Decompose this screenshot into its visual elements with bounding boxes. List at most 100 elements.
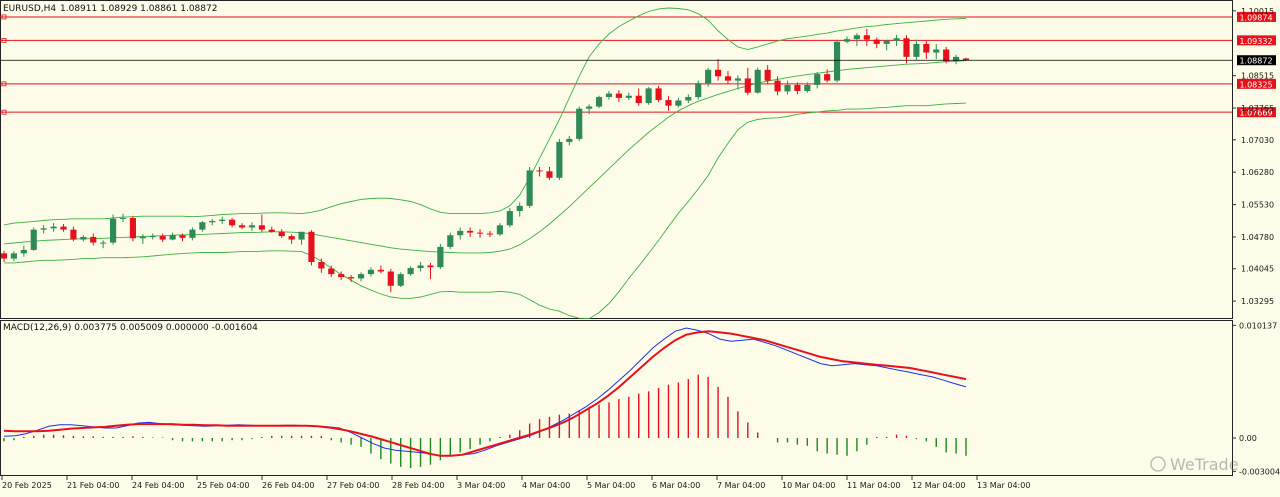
price-tick-label-6: 1.07765	[1241, 104, 1274, 113]
candle-body-64	[635, 95, 642, 104]
candle-body-86	[853, 35, 860, 40]
candle-body-58	[576, 108, 583, 139]
candle-body-72	[714, 69, 722, 77]
current-price-line: 1.08872	[0, 55, 1276, 66]
candle-body-35	[348, 277, 355, 279]
macd-title: MACD(12,26,9) 0.003775 0.005009 0.000000…	[3, 323, 258, 333]
candle-body-75	[744, 78, 751, 93]
candle-body-82	[814, 74, 821, 85]
price-tick-label-4: 1.08515	[1241, 72, 1274, 81]
level-handle-3[interactable]	[1, 109, 7, 115]
candle-body-50	[496, 225, 503, 235]
candle-body-14	[139, 236, 146, 239]
candle-body-26	[258, 225, 265, 230]
time-tick-label-1: 21 Feb 04:00	[67, 481, 119, 490]
time-tick-label-10: 6 Mar 04:00	[652, 481, 700, 490]
candle-body-41	[407, 268, 414, 275]
candle-body-97	[962, 58, 970, 61]
candle-body-17	[169, 235, 176, 240]
level-price-tag-1	[1237, 35, 1276, 46]
time-tick-label-3: 25 Feb 04:00	[197, 481, 249, 490]
candle-body-33	[328, 268, 335, 275]
time-tick-label-0: 20 Feb 2025	[2, 481, 52, 490]
level-price-tag-0	[1237, 11, 1276, 22]
candle-body-62	[615, 93, 622, 98]
candle-body-38	[377, 269, 384, 272]
main-pane-frame	[0, 0, 1233, 319]
candle-body-87	[863, 35, 870, 40]
candle-body-56	[556, 141, 563, 178]
candle-body-15	[149, 236, 156, 238]
candle-body-28	[278, 231, 285, 237]
candle-body-5	[50, 226, 57, 229]
main-chart-ohlc-values: 1.08911 1.08929 1.08861 1.08872	[60, 4, 217, 14]
candle-body-4	[40, 228, 47, 230]
candle-body-42	[417, 265, 424, 269]
macd-tick-label-1: 0.00	[1239, 434, 1257, 443]
candle-body-32	[318, 262, 325, 269]
candle-body-69	[685, 97, 692, 101]
candle-body-40	[397, 274, 404, 286]
candle-body-23	[229, 219, 236, 226]
candle-body-25	[248, 225, 256, 228]
candle-body-76	[754, 69, 761, 93]
candle-body-59	[586, 106, 593, 109]
macd-axis: 0.010137 0.00 -0.003004	[1232, 321, 1280, 476]
candle-body-6	[60, 226, 67, 230]
candle-body-43	[427, 265, 434, 268]
candle-body-9	[90, 236, 97, 243]
candle-body-68	[675, 100, 682, 106]
candle-body-11	[110, 218, 117, 243]
candle-body-57	[566, 138, 573, 142]
candle-body-80	[794, 84, 801, 91]
macd-histogram	[3, 374, 967, 468]
candle-body-90	[893, 38, 900, 41]
level-handle-1[interactable]	[1, 37, 7, 43]
time-axis: 20 Feb 2025 21 Feb 04:00 24 Feb 04:00 25 Fe…	[1, 476, 1030, 490]
time-tick-label-14: 12 Mar 04:00	[912, 481, 965, 490]
candle-body-95	[943, 49, 950, 62]
price-tick-label-12: 1.04045	[1241, 265, 1274, 274]
current-price-tag	[1237, 55, 1276, 66]
bollinger-bands	[3, 7, 967, 320]
macd-tick-label-0: 0.010137	[1239, 321, 1277, 330]
candle-body-1	[10, 253, 17, 259]
candle-body-65	[645, 88, 652, 104]
candle-body-19	[189, 229, 196, 238]
level-price-label-3: 1.07669	[1239, 109, 1272, 118]
candle-body-22	[219, 219, 226, 221]
candle-body-53	[526, 170, 533, 206]
candle-body-84	[833, 41, 841, 81]
candle-body-13	[129, 217, 137, 239]
candle-body-2	[20, 249, 27, 254]
candle-body-81	[804, 84, 811, 91]
candle-body-54	[536, 170, 543, 172]
candle-body-70	[695, 83, 702, 98]
time-tick-label-11: 7 Mar 04:00	[717, 481, 765, 490]
macd-signal-line	[3, 330, 967, 457]
time-tick-label-13: 11 Mar 04:00	[847, 481, 900, 490]
candle-body-24	[238, 225, 246, 228]
candle-body-67	[665, 100, 672, 106]
level-handle-0[interactable]	[1, 14, 7, 20]
time-tick-label-9: 5 Mar 04:00	[587, 481, 635, 490]
candle-body-29	[288, 236, 295, 240]
candle-body-79	[784, 84, 791, 92]
level-handle-2[interactable]	[1, 81, 7, 87]
candle-body-20	[199, 222, 206, 230]
macd-tick-label-2: -0.003004	[1239, 467, 1280, 476]
price-tick-label-0: 1.10015	[1241, 7, 1274, 16]
candle-body-93	[923, 43, 930, 53]
candle-body-0	[0, 253, 8, 259]
candle-body-52	[516, 205, 523, 212]
candle-body-18	[179, 235, 186, 238]
time-tick-label-5: 27 Feb 04:00	[327, 481, 379, 490]
level-price-label-1: 1.09332	[1239, 37, 1272, 46]
candle-body-74	[734, 78, 741, 81]
candle-body-21	[209, 220, 216, 223]
bollinger-lower-line	[4, 102, 967, 320]
time-tick-label-8: 4 Mar 04:00	[522, 481, 570, 490]
candle-body-51	[506, 211, 513, 226]
